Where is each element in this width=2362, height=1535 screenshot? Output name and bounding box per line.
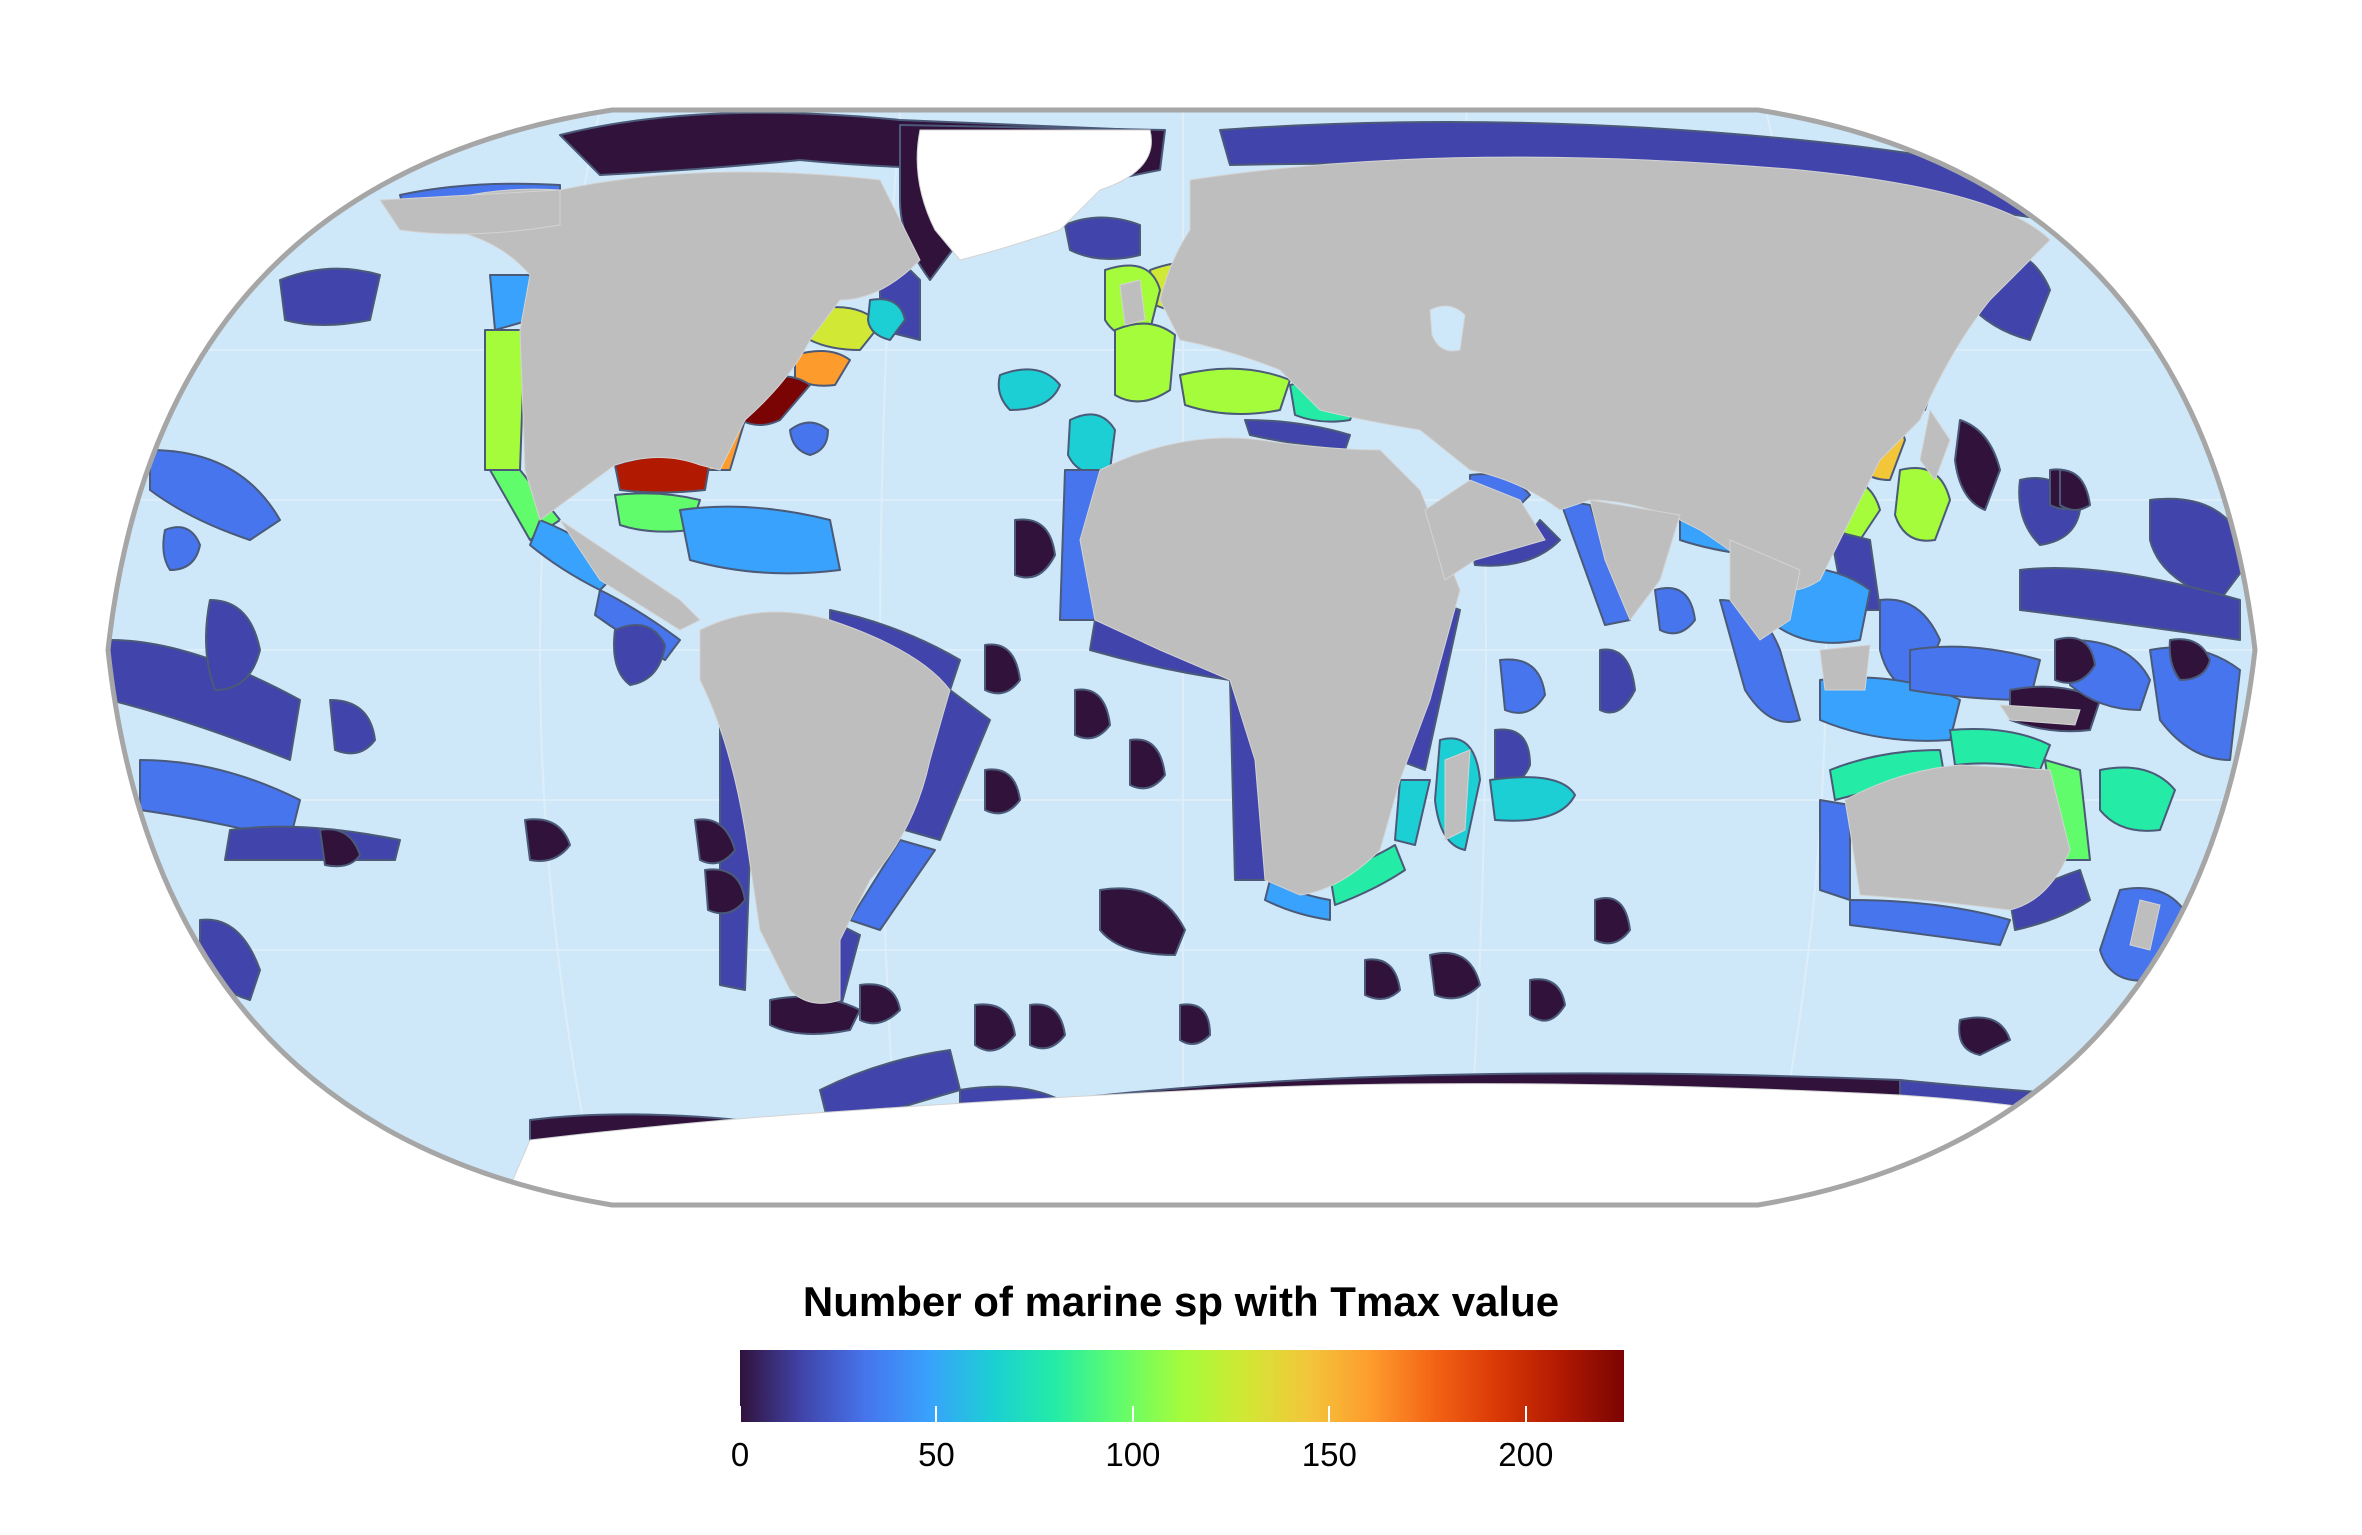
- legend-tick-mark: [1131, 1406, 1134, 1422]
- land-south-america: [699, 611, 951, 1004]
- region-banda-sea: [1909, 645, 2041, 701]
- region-california: [484, 329, 526, 471]
- region-heard: [1529, 978, 1566, 1022]
- land-central-america: [559, 519, 701, 631]
- region-sri-lanka: [1654, 587, 1696, 635]
- region-mauritius: [1489, 776, 1576, 822]
- region-japan: [1894, 467, 1951, 542]
- region-south-brazil: [849, 839, 936, 931]
- region-amsterdam: [1594, 897, 1631, 945]
- legend-tick-mark: [935, 1406, 938, 1422]
- land-nz: [2129, 899, 2161, 951]
- region-tonga: [2168, 638, 2211, 681]
- legend-tick-mark: [739, 1406, 741, 1422]
- region-south-australia: [1849, 899, 2011, 946]
- legend-title: Number of marine sp with Tmax value: [802, 1278, 1560, 1325]
- region-northern-pacific: [2059, 469, 2091, 511]
- legend-colorbar: [740, 1350, 1624, 1422]
- land-southeast-asia: [1729, 539, 1801, 641]
- region-macquarie: [1958, 1016, 2011, 1056]
- legend-tick-label: 200: [1498, 1436, 1554, 1473]
- region-bering: [279, 267, 381, 326]
- region-macaronesia: [1067, 413, 1116, 474]
- region-cape-verde: [1014, 518, 1056, 579]
- region-iceland: [1064, 216, 1141, 260]
- region-coral-sea: [2099, 766, 2176, 832]
- land-uk: [1119, 279, 1146, 326]
- region-marshall: [2149, 497, 2251, 601]
- region-juan-fernandez: [694, 818, 736, 865]
- land-arabia: [1424, 479, 1546, 581]
- region-tristan: [1099, 887, 1186, 956]
- region-kermadec: [2054, 636, 2096, 684]
- region-caribbean: [679, 505, 841, 575]
- region-polynesia-mid: [205, 599, 261, 691]
- region-north-australia: [1949, 728, 2051, 771]
- legend-tick-mark: [1328, 1406, 1331, 1422]
- region-easter: [524, 818, 571, 862]
- land-greenland: [916, 129, 1152, 261]
- land-japan: [1919, 408, 1951, 482]
- region-north-africa-med: [1244, 419, 1351, 451]
- land-india: [1589, 499, 1681, 621]
- region-ascension: [1074, 688, 1111, 740]
- region-mediterranean-west: [1179, 367, 1291, 415]
- region-seychelles: [1499, 658, 1546, 714]
- region-juan-fernandez-2: [704, 868, 746, 915]
- globe-frame: [105, 107, 2258, 1208]
- land-australia: [1844, 764, 2071, 911]
- region-japan-pacific: [1954, 419, 2001, 511]
- region-bermuda: [789, 421, 829, 456]
- region-gulf-maine: [809, 306, 881, 351]
- region-st-helena: [1129, 738, 1166, 790]
- legend-tick-label: 50: [918, 1436, 955, 1473]
- region-kerguelen: [1429, 952, 1481, 1000]
- legend-tick-label: 100: [1105, 1436, 1161, 1473]
- region-gilbert: [2019, 567, 2241, 641]
- land-africa: [1079, 437, 1461, 896]
- region-hawaii: [149, 449, 281, 541]
- region-line-islands: [329, 699, 376, 755]
- land: [379, 129, 2201, 1205]
- land-borneo: [1819, 644, 1871, 691]
- region-south-georgia: [974, 1003, 1016, 1052]
- land-alaska: [379, 189, 561, 235]
- land-madagascar: [1444, 749, 1471, 841]
- legend-tick-label: 150: [1301, 1436, 1357, 1473]
- region-hawaii-2: [162, 526, 201, 571]
- region-pitcairn: [319, 828, 361, 868]
- land-caspian: [1429, 305, 1466, 352]
- legend-tick-label: 0: [730, 1436, 750, 1473]
- land-antarctica: [499, 1083, 2201, 1205]
- region-st-paul: [984, 643, 1021, 695]
- land-new-guinea: [1999, 704, 2081, 726]
- region-iberia: [1114, 322, 1176, 403]
- region-alaskan-south: [124, 877, 171, 953]
- region-galapagos: [613, 624, 666, 686]
- legend-tick-mark: [1524, 1406, 1527, 1422]
- region-west-australia: [1819, 799, 1851, 901]
- region-crozet: [1364, 958, 1401, 1000]
- region-falklands: [859, 983, 901, 1025]
- region-south-sandwich: [1029, 1003, 1066, 1050]
- region-polynesia-west: [109, 639, 301, 761]
- region-nova-scotia: [867, 298, 906, 341]
- region-mozambique: [1394, 779, 1431, 846]
- region-bouvet: [1179, 1003, 1211, 1045]
- region-maldives: [1599, 648, 1636, 714]
- region-azores: [997, 368, 1061, 411]
- region-trindade: [984, 768, 1021, 815]
